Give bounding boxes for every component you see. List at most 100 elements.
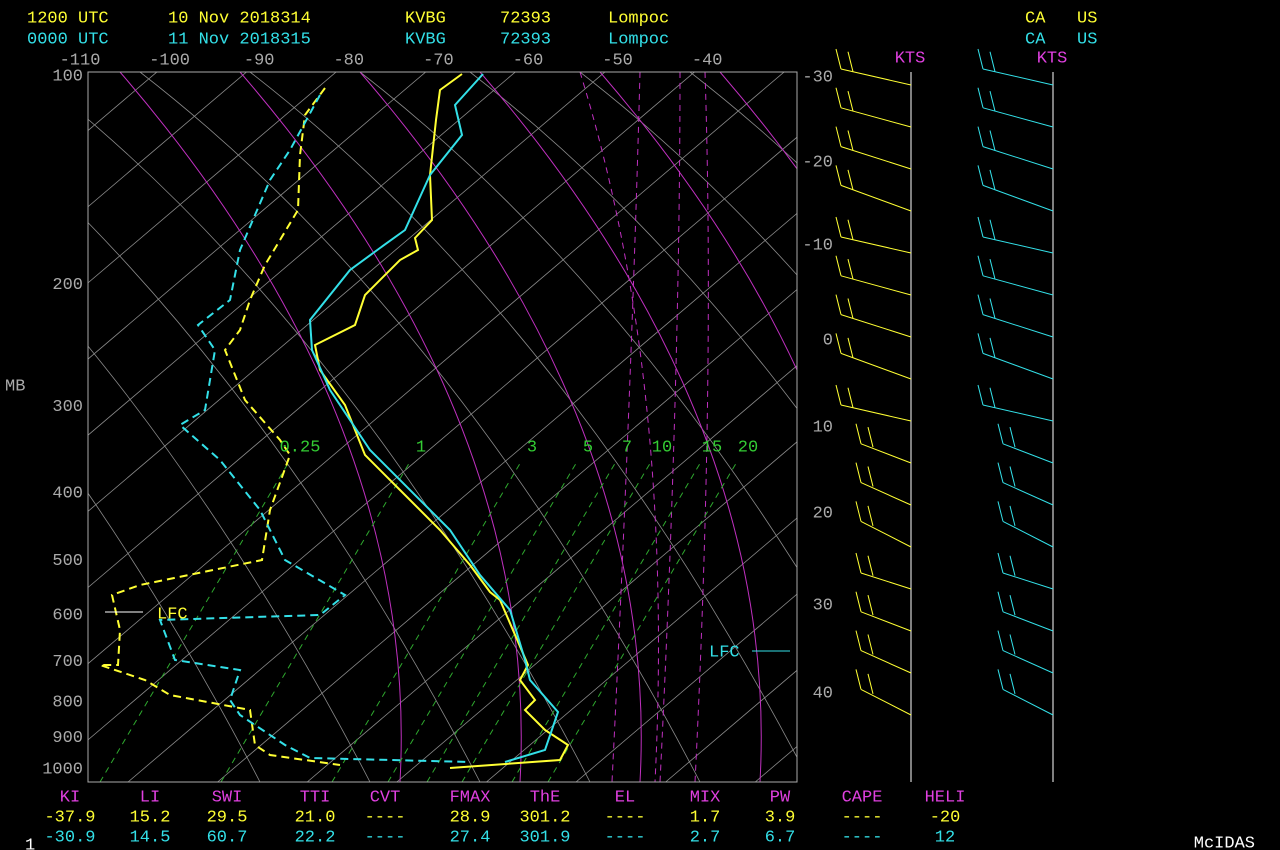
index-value: -30.9 <box>44 828 95 847</box>
barb-flag <box>977 333 984 354</box>
index-header: MIX <box>690 788 721 807</box>
barb-flag <box>855 462 862 483</box>
barb <box>982 236 1054 254</box>
index-value: 21.0 <box>295 808 336 827</box>
barb <box>860 520 912 548</box>
isotherm <box>88 72 696 589</box>
mixing-label: 20 <box>738 438 758 457</box>
barb-flag <box>847 169 854 191</box>
header-text: 0000 UTC <box>27 30 109 49</box>
plot-frame <box>87 71 798 783</box>
isotherm <box>754 745 797 782</box>
barb <box>860 482 912 506</box>
pressure-label: 300 <box>52 398 83 417</box>
barb <box>1002 688 1054 716</box>
barb-flag <box>1009 595 1016 616</box>
barb <box>860 650 912 674</box>
barb <box>1002 650 1054 674</box>
barb-flag <box>855 423 862 444</box>
isotherm <box>845 17 1280 782</box>
wind-barbs <box>835 48 1054 716</box>
pressure-label: 1000 <box>42 760 83 779</box>
moist-adiabat <box>359 72 642 782</box>
temp-label: -70 <box>423 51 454 70</box>
header-text: Lompoc <box>608 30 669 49</box>
mixing-label: 0.25 <box>280 438 321 457</box>
barb-flag <box>855 630 862 651</box>
dry-adiabat <box>139 72 701 782</box>
dry-adiabat <box>88 118 591 782</box>
height-label: 30 <box>813 596 833 615</box>
header-text: 1200 UTC <box>27 9 109 28</box>
barb-flag <box>835 216 842 238</box>
barb-flag <box>977 165 984 186</box>
header-text: 11 Nov 2018315 <box>168 30 311 49</box>
barb <box>840 107 912 128</box>
height-label: 10 <box>813 418 833 437</box>
barb-flag <box>997 462 1004 483</box>
index-header: CVT <box>370 788 401 807</box>
barb-flag <box>867 634 874 655</box>
index-value: ---- <box>842 808 883 827</box>
barb-flag <box>847 387 854 408</box>
height-label: 40 <box>813 684 833 703</box>
barb <box>1002 520 1054 548</box>
isotherm <box>88 72 785 665</box>
barb <box>840 352 912 380</box>
isotherm <box>88 72 337 284</box>
dry-adiabat <box>689 72 797 164</box>
barb-flag <box>835 87 842 108</box>
barb-flag <box>989 387 996 408</box>
header-text: 10 Nov 2018314 <box>168 9 311 28</box>
moist-adiabat <box>239 72 522 782</box>
isotherm <box>1114 17 1280 782</box>
moist-adiabat <box>119 72 402 782</box>
pressure-label: 500 <box>52 552 83 571</box>
barb-flag <box>997 501 1004 522</box>
barb <box>982 275 1054 296</box>
wind-units: KTS <box>1037 49 1068 68</box>
height-label: 20 <box>813 504 833 523</box>
barb <box>982 107 1054 128</box>
barb-flag <box>977 384 984 406</box>
dew-00z <box>158 94 471 763</box>
index-value: 22.2 <box>295 828 336 847</box>
temp-label: -110 <box>60 51 101 70</box>
mixing-curve <box>611 72 641 782</box>
barb-flag <box>989 298 996 319</box>
wind-units: KTS <box>895 49 926 68</box>
index-value: 12 <box>935 828 955 847</box>
barb-flag <box>997 669 1004 690</box>
height-label: -20 <box>802 153 833 172</box>
mixing-ratio-line <box>220 459 412 782</box>
index-value: 6.7 <box>765 828 796 847</box>
barb-flag <box>1009 505 1016 527</box>
index-value: 27.4 <box>450 828 491 847</box>
barb-flag <box>989 219 996 240</box>
index-value: 1.7 <box>690 808 721 827</box>
mixing-ratio-line <box>387 459 579 782</box>
height-label: -10 <box>802 236 833 255</box>
isotherm <box>1203 17 1280 782</box>
temp-label: -50 <box>602 51 633 70</box>
barb-flag <box>855 501 862 522</box>
skewt-grid <box>88 17 1280 782</box>
barb <box>982 68 1054 86</box>
barb-flag <box>867 427 874 448</box>
barb-flag <box>835 126 842 147</box>
mixing-label: 3 <box>527 438 537 457</box>
mixing-ratio-line <box>461 459 653 782</box>
barb-flag <box>855 669 862 690</box>
barb <box>840 404 912 422</box>
index-header: KI <box>60 788 80 807</box>
barb-flag <box>847 337 854 359</box>
barb-flag <box>835 294 842 315</box>
barb <box>982 184 1054 212</box>
isotherm <box>127 212 797 782</box>
barb <box>982 314 1054 338</box>
index-header: CAPE <box>842 788 883 807</box>
lfc-label: LFC <box>157 605 188 624</box>
barb-flag <box>977 87 984 108</box>
index-value: -37.9 <box>44 808 95 827</box>
